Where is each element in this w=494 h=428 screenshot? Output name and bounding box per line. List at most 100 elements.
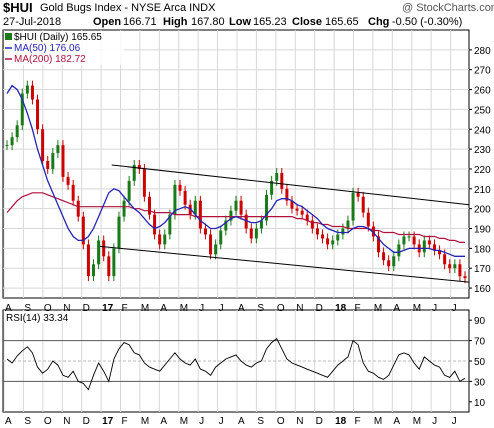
price-bar [56, 145, 60, 154]
price-bar [351, 192, 355, 221]
price-bar [270, 180, 274, 195]
price-bar [275, 172, 279, 181]
legend-rsi: RSI(14) 33.34 [6, 313, 69, 324]
price-bar [102, 240, 106, 257]
price-bar [336, 234, 340, 241]
price-bar [158, 234, 162, 245]
month-label: F [355, 303, 361, 314]
price-bar [387, 260, 391, 267]
price-bar [300, 210, 304, 215]
y-tick-label: 190 [474, 225, 491, 236]
y-tick-label: 280 [474, 46, 491, 57]
price-bar [382, 252, 386, 261]
rsi-gridlines [3, 310, 469, 412]
price-bar [142, 168, 146, 197]
price-bar [427, 240, 431, 245]
y-tick-label: 180 [474, 244, 491, 255]
price-bar [224, 220, 228, 231]
rsi-month-label: A [160, 416, 167, 427]
month-label: F [122, 303, 128, 314]
rsi-month-label: J [432, 416, 437, 427]
price-bar [25, 85, 29, 94]
price-bar [92, 264, 96, 277]
price-bar [153, 214, 157, 235]
price-bar [310, 220, 314, 229]
month-label: A [5, 303, 12, 314]
price-bar [438, 250, 442, 255]
price-bar [20, 93, 24, 126]
month-label: D [83, 303, 90, 314]
price-bar [36, 99, 40, 130]
channel-lower-line [100, 245, 470, 283]
price-bar [76, 200, 80, 217]
price-bar [285, 188, 289, 201]
price-bar [371, 226, 375, 237]
month-label: 18 [335, 303, 347, 314]
rsi-month-label: S [257, 416, 264, 427]
rsi-month-label: D [83, 416, 90, 427]
quote-open-label: Open [93, 16, 121, 28]
month-label: J [199, 303, 204, 314]
rsi-legend-box [4, 311, 68, 323]
price-bar [5, 145, 9, 147]
price-bar [321, 234, 325, 239]
legend-ma50: MA(50) 176.06 [14, 43, 81, 54]
month-label: M [413, 303, 421, 314]
quote-chg: -0.50 (-0.30%) [392, 16, 462, 28]
y-tick-label: 170 [474, 264, 491, 275]
price-bar [183, 190, 187, 205]
quote-close: 165.65 [325, 16, 359, 28]
legend-ma200: MA(200) 182.72 [14, 54, 86, 65]
price-bar [173, 184, 177, 215]
price-bar [219, 230, 223, 245]
price-bar [168, 214, 172, 235]
rsi-month-label: J [199, 416, 204, 427]
rsi-series [6, 337, 466, 391]
price-bar [463, 276, 467, 279]
legend-price-swatch [5, 33, 12, 40]
channel-upper-line [111, 164, 470, 206]
price-axis-ticks: 160 170 180 190 200 210 220 230 240 250 260 270 280 [469, 46, 491, 295]
rsi-month-label: J [219, 416, 224, 427]
rsi-tick-label: 50 [474, 357, 486, 368]
price-bar [443, 254, 447, 265]
price-bar [198, 200, 202, 229]
price-bar [41, 129, 45, 162]
rsi-month-label: O [44, 416, 52, 427]
rsi-month-label: F [355, 416, 361, 427]
price-bar [432, 244, 436, 251]
price-bar [203, 228, 207, 235]
price-bar [392, 256, 396, 267]
price-bar [397, 244, 401, 257]
price-bar [280, 172, 284, 189]
price-bar [86, 244, 90, 277]
quote-high-label: High [163, 16, 188, 28]
rsi-tick-label: 10 [474, 398, 486, 409]
price-bar [453, 264, 457, 269]
rsi-month-label: M [374, 416, 382, 427]
price-bar [265, 194, 269, 221]
ma50-line [6, 84, 465, 257]
rsi-month-label: M [413, 416, 421, 427]
price-bar [366, 212, 370, 227]
y-tick-label: 260 [474, 86, 491, 97]
price-bar [10, 137, 14, 146]
month-label: A [160, 303, 167, 314]
month-label: 17 [102, 303, 114, 314]
month-label: M [141, 303, 149, 314]
y-tick-label: 220 [474, 165, 491, 176]
rsi-line [6, 337, 466, 391]
price-bar [30, 85, 34, 100]
y-tick-label: 250 [474, 105, 491, 116]
watermark: @ StockCharts.com [402, 2, 494, 14]
y-tick-label: 240 [474, 125, 491, 136]
price-bar [122, 200, 126, 217]
legend-box [4, 31, 124, 65]
quote-low: 165.23 [253, 16, 287, 28]
y-tick-label: 270 [474, 66, 491, 77]
rsi-month-label: D [316, 416, 323, 427]
price-bar [137, 164, 141, 169]
month-label: N [296, 303, 303, 314]
legend-price: $HUI (Daily) 165.65 [14, 32, 102, 43]
